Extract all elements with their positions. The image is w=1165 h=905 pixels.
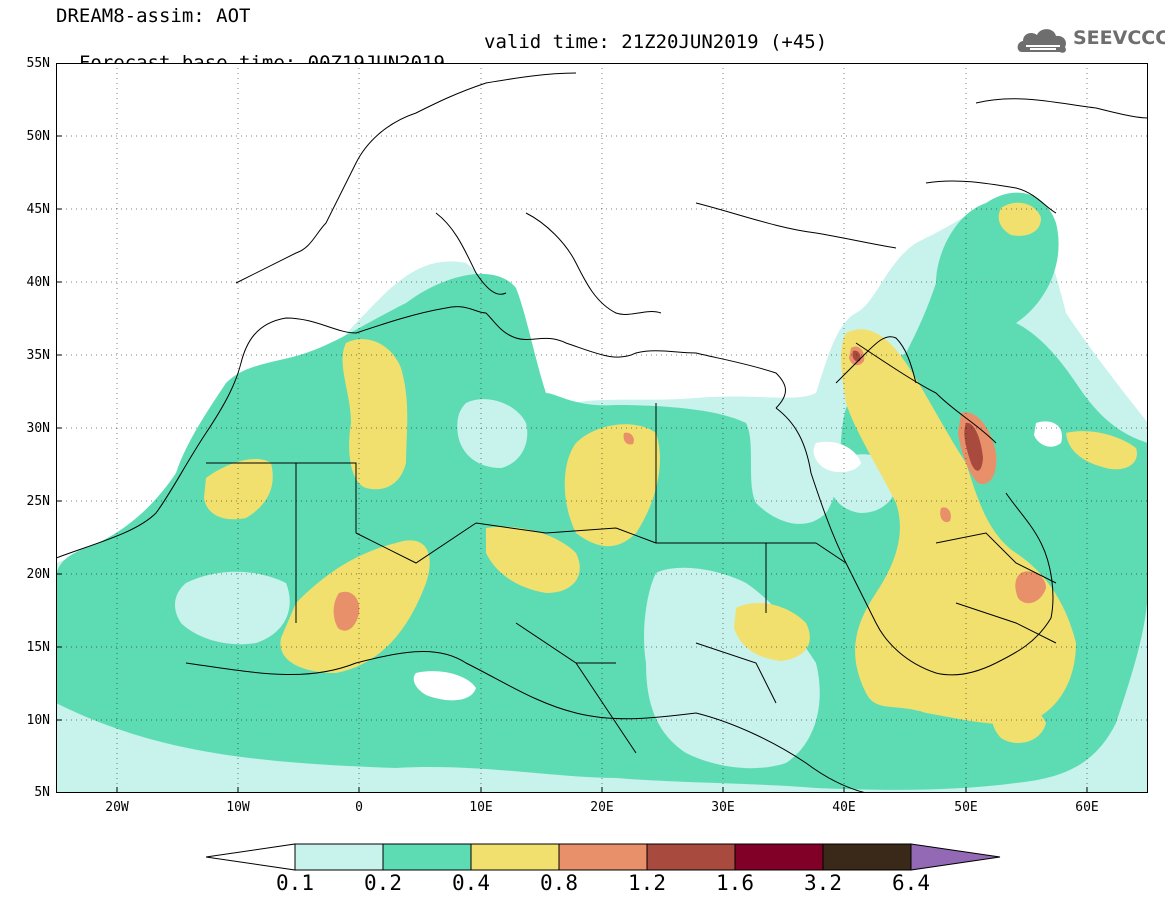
colorbar-swatch-3.2 <box>822 843 912 871</box>
colorbar-swatch-0.4 <box>470 843 560 871</box>
logo-text: SEEVCCC <box>1073 27 1165 49</box>
lat-label: 10N <box>26 713 50 728</box>
colorbar-label: 0.2 <box>364 871 402 895</box>
lat-label: 35N <box>26 348 50 363</box>
colorbar-swatch-0.2 <box>382 843 472 871</box>
colorbar <box>206 843 1001 871</box>
aot-map <box>56 63 1148 793</box>
valid-time: valid time: 21Z20JUN2019 (+45) <box>484 31 828 53</box>
lat-label: 25N <box>26 494 50 509</box>
lon-label: 60E <box>1075 800 1099 815</box>
graticule <box>56 63 1148 793</box>
colorbar-label: 0.8 <box>540 871 578 895</box>
coastlines-borders <box>56 72 1148 793</box>
lon-label: 10W <box>226 800 250 815</box>
lon-label: 0 <box>355 800 363 815</box>
lat-label: 50N <box>26 129 50 144</box>
lat-label: 5N <box>34 785 50 800</box>
colorbar-label: 1.2 <box>628 871 666 895</box>
colorbar-label: 1.6 <box>716 871 754 895</box>
lon-label: 20W <box>105 800 129 815</box>
lon-label: 20E <box>590 800 614 815</box>
lon-label: 40E <box>832 800 856 815</box>
map-title: DREAM8-assim: AOT <box>56 5 251 27</box>
lon-label: 50E <box>954 800 978 815</box>
lat-label: 30N <box>26 421 50 436</box>
colorbar-label: 3.2 <box>804 871 842 895</box>
aot-band-white-holes <box>413 421 1062 701</box>
colorbar-swatch-0.1 <box>294 843 384 871</box>
colorbar-label: 0.1 <box>276 871 314 895</box>
colorbar-label: 0.4 <box>452 871 490 895</box>
colorbar-under-triangle <box>206 843 296 871</box>
axis-ticks <box>56 135 1088 793</box>
colorbar-swatch-1.6 <box>734 843 824 871</box>
lat-label: 45N <box>26 202 50 217</box>
lat-label: 15N <box>26 640 50 655</box>
colorbar-swatch-1.2 <box>646 843 736 871</box>
colorbar-label: 6.4 <box>892 871 930 895</box>
aot-band-1.2 <box>852 350 983 471</box>
colorbar-over-triangle <box>910 843 1001 871</box>
lat-label: 40N <box>26 275 50 290</box>
lon-label: 30E <box>711 800 735 815</box>
lat-label: 20N <box>26 567 50 582</box>
lat-label: 55N <box>26 56 50 71</box>
colorbar-swatch-0.8 <box>558 843 648 871</box>
lon-label: 10E <box>469 800 493 815</box>
cloud-icon <box>1017 29 1066 53</box>
